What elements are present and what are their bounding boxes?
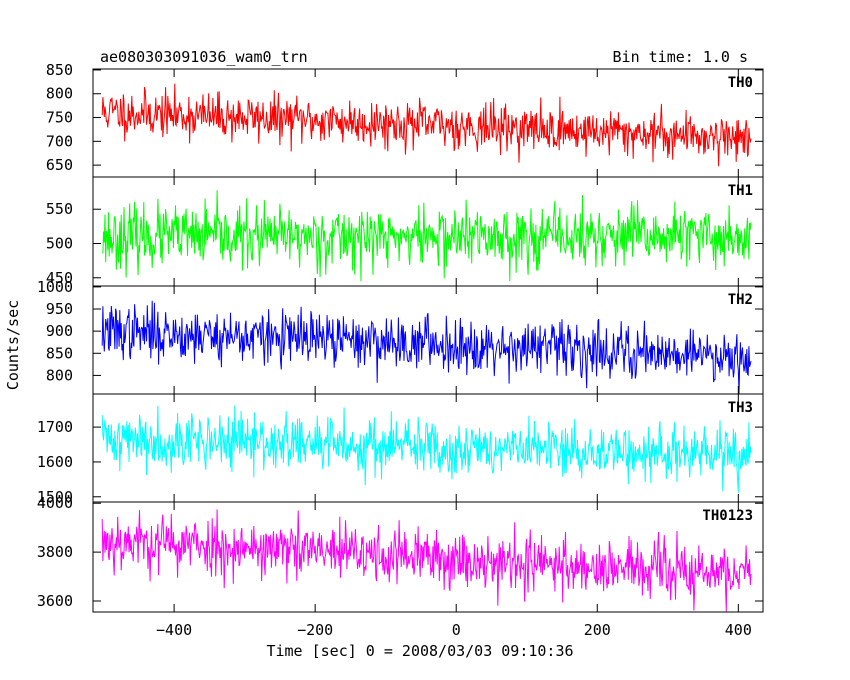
y-tick-label: 800 — [46, 85, 73, 103]
x-axis-ticks: −400 −200 0 200 400 — [156, 621, 752, 639]
panel-label-th3: TH3 — [728, 400, 753, 416]
panels-group: 650 700 750 800 850 TH0 450 500 550 TH1 800 850 900 9… — [37, 61, 764, 613]
chart-title: ae080303091036_wam0_trn — [100, 48, 308, 66]
panel-label-th0: TH0 — [728, 75, 753, 91]
y-tick-label: 1700 — [37, 418, 73, 436]
light-curve-th2 — [101, 300, 752, 395]
y-tick-label: 650 — [46, 156, 73, 174]
y-tick-label: 1000 — [37, 278, 73, 296]
y-axis-label: Counts/sec — [4, 300, 22, 390]
y-tick-label: 750 — [46, 109, 73, 127]
y-tick-label: 850 — [46, 344, 73, 362]
x-tick-label: 200 — [584, 621, 611, 639]
panel-th0123: 3600 3800 4000 TH0123 — [37, 494, 764, 613]
panel-label-th1: TH1 — [728, 183, 753, 199]
panel-th1: 450 500 550 TH1 — [46, 176, 764, 287]
x-tick-label: −200 — [297, 621, 333, 639]
bin-time-label: Bin time: 1.0 s — [613, 48, 748, 66]
y-tick-label: 700 — [46, 132, 73, 150]
y-tick-label: 850 — [46, 61, 73, 79]
panel-frame — [92, 501, 764, 613]
y-tick-label: 950 — [46, 300, 73, 318]
panel-th2: 800 850 900 950 1000 TH2 — [37, 278, 764, 395]
y-tick-label: 3600 — [37, 592, 73, 610]
light-curve-th0123 — [101, 509, 752, 612]
light-curve-th1 — [101, 190, 752, 282]
y-tick-label: 900 — [46, 322, 73, 340]
light-curve-th3 — [101, 405, 752, 493]
y-tick-label: 3800 — [37, 543, 73, 561]
y-tick-label: 4000 — [37, 494, 73, 512]
x-axis-label: Time [sec] 0 = 2008/03/03 09:10:36 — [266, 642, 573, 660]
panel-label-th2: TH2 — [728, 292, 753, 308]
y-tick-label: 500 — [46, 234, 73, 252]
y-tick-label: 1500 — [37, 488, 73, 506]
y-tick-label: 800 — [46, 366, 73, 384]
x-tick-label: 400 — [725, 621, 752, 639]
light-curve-th0 — [101, 83, 752, 167]
y-tick-label: 550 — [46, 200, 73, 218]
y-tick-label: 1600 — [37, 453, 73, 471]
x-tick-label: −400 — [156, 621, 192, 639]
panel-label-th0123: TH0123 — [702, 508, 753, 524]
x-tick-label: 0 — [452, 621, 461, 639]
panel-th0: 650 700 750 800 850 TH0 — [46, 61, 764, 178]
y-tick-label: 450 — [46, 269, 73, 287]
panel-th3: 1500 1600 1700 TH3 — [37, 393, 764, 506]
